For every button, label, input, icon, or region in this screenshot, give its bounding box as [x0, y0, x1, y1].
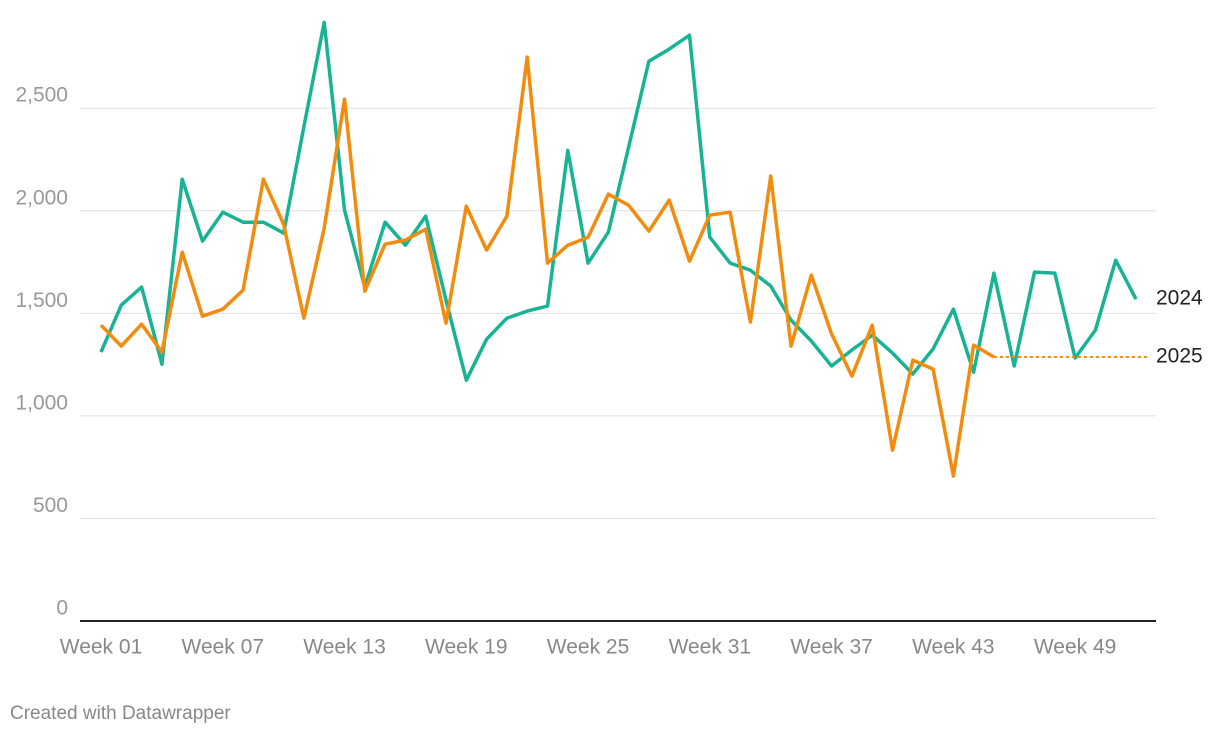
- x-tick-label: Week 07: [182, 636, 265, 659]
- series-line: [99, 20, 1138, 382]
- series-label: 2024: [1156, 287, 1203, 310]
- x-tick-label: Week 31: [669, 636, 752, 659]
- x-tick-label: Week 37: [790, 636, 873, 659]
- y-tick-label: 2,000: [15, 186, 68, 209]
- x-tick-label: Week 01: [60, 636, 143, 659]
- series-label: 2025: [1156, 345, 1203, 368]
- y-tick-label: 2,500: [15, 84, 68, 107]
- y-tick-label: 1,000: [15, 391, 68, 414]
- x-tick-label: Week 13: [303, 636, 386, 659]
- credit: Created with Datawrapper: [10, 703, 231, 724]
- x-tick-label: Week 49: [1034, 636, 1117, 659]
- y-tick-label: 500: [33, 494, 68, 517]
- x-tick-label: Week 19: [425, 636, 508, 659]
- x-tick-label: Week 43: [912, 636, 995, 659]
- y-tick-label: 0: [56, 597, 68, 620]
- series-line: [99, 55, 995, 478]
- y-tick-label: 1,500: [15, 289, 68, 312]
- x-tick-label: Week 25: [547, 636, 630, 659]
